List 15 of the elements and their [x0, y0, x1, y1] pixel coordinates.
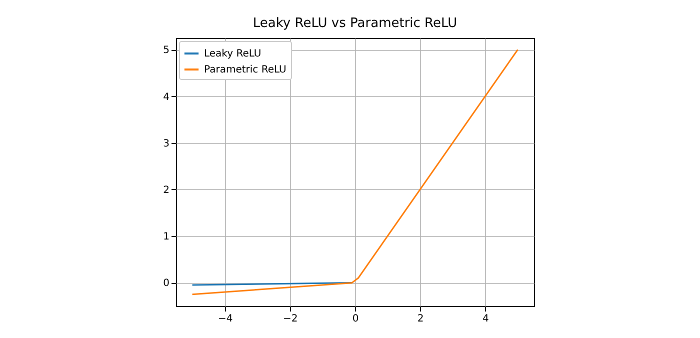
x-tick-label: 0 — [352, 314, 359, 324]
legend-label: Parametric ReLU — [204, 64, 286, 76]
chart-title: Leaky ReLU vs Parametric ReLU — [252, 16, 458, 31]
x-tick-label: −4 — [218, 314, 233, 324]
y-tick-label: 4 — [163, 92, 170, 103]
y-tick-label: 5 — [163, 45, 170, 56]
y-tick-label: 0 — [163, 278, 170, 290]
x-tick-label: −2 — [283, 314, 298, 324]
x-tick-label: 2 — [417, 314, 424, 324]
legend-label: Leaky ReLU — [204, 48, 262, 60]
x-tick-label: 4 — [482, 314, 489, 324]
y-tick-label: 2 — [163, 184, 170, 196]
line-series — [192, 48, 518, 296]
y-tick-label: 1 — [163, 232, 170, 243]
y-tick-label: 3 — [163, 138, 170, 150]
